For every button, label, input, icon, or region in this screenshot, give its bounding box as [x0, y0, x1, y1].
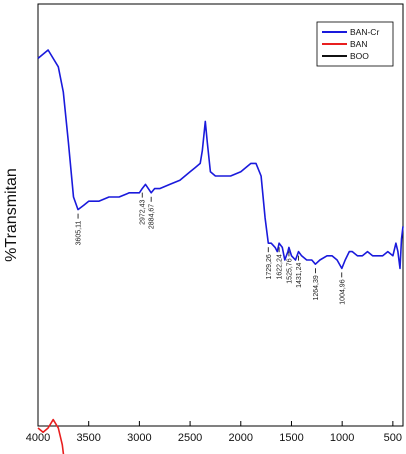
legend-label: BAN — [350, 39, 367, 49]
legend: BAN-Cr BAN BOO — [316, 21, 394, 67]
peak-label: 2972,43 — [140, 200, 147, 225]
x-tick-label: 1000 — [330, 432, 354, 444]
peak-label: 2884,67 — [149, 204, 156, 229]
plot-border — [37, 3, 404, 427]
x-tick-label: 2500 — [178, 432, 202, 444]
x-tick-label: 2000 — [229, 432, 253, 444]
x-tick-label: 3500 — [76, 432, 100, 444]
legend-label: BOO — [350, 51, 369, 61]
peak-label: 1622,24 — [277, 254, 284, 279]
peak-label: 1004,96 — [339, 279, 346, 304]
legend-label: BAN-Cr — [350, 27, 379, 37]
x-axis-ticks: 4000 3500 3000 2500 2000 1500 1000 500 — [26, 421, 402, 444]
peak-label: 1729,26 — [266, 254, 273, 279]
peak-label: 3605,11 — [76, 221, 83, 246]
x-tick-label: 500 — [384, 432, 402, 444]
x-tick-label: 4000 — [26, 432, 50, 444]
peak-label: 1264,39 — [313, 275, 320, 300]
peak-label: 1525,76 — [286, 258, 293, 283]
x-tick-label: 1500 — [279, 432, 303, 444]
y-axis-label: %Transmitan — [3, 168, 20, 262]
plot-frame — [37, 3, 404, 427]
x-tick-label: 3000 — [127, 432, 151, 444]
series-line-ban-cr — [37, 49, 404, 270]
peak-annotations: 3605,11 2972,43 2884,67 1729,26 1622,24 1525,… — [76, 192, 346, 305]
peak-label: 1431,24 — [296, 263, 303, 288]
series-lines — [37, 49, 404, 454]
